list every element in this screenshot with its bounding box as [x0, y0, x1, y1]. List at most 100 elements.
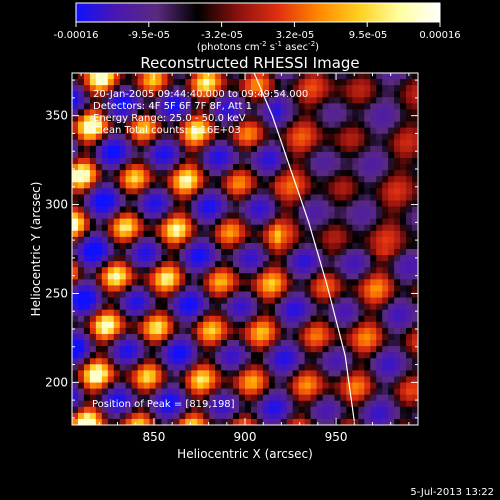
heatmap-cell: [406, 406, 413, 414]
heatmap-cell: [221, 79, 228, 86]
heatmap-cell: [221, 333, 228, 341]
heatmap-cell: [95, 406, 103, 414]
heatmap-cell: [161, 412, 169, 420]
heatmap-cell: [215, 200, 222, 208]
heatmap-cell: [203, 303, 210, 311]
heatmap-cell: [298, 109, 306, 117]
heatmap-cell: [268, 109, 276, 117]
heatmap-cell: [155, 255, 163, 262]
heatmap-cell: [352, 370, 359, 378]
heatmap-cell: [376, 340, 383, 347]
heatmap-cell: [388, 352, 395, 359]
heatmap-cell: [382, 285, 389, 293]
heatmap-cell: [131, 352, 139, 359]
heatmap-cell: [149, 176, 157, 183]
heatmap-cell: [113, 109, 121, 117]
heatmap-cell: [245, 315, 252, 323]
heatmap-cell: [262, 255, 270, 262]
heatmap-cell: [334, 418, 342, 425]
heatmap-cell: [250, 267, 258, 274]
heatmap-cell: [280, 97, 288, 104]
heatmap-cell: [250, 249, 258, 256]
heatmap-cell: [77, 382, 85, 390]
heatmap-cell: [334, 249, 342, 256]
heatmap-cell: [310, 321, 318, 329]
heatmap-cell: [388, 218, 395, 226]
heatmap-cell: [274, 388, 282, 396]
heatmap-cell: [191, 309, 198, 317]
heatmap-cell: [364, 285, 371, 293]
heatmap-cell: [322, 346, 330, 353]
heatmap-cell: [233, 115, 240, 123]
heatmap-cell: [256, 364, 264, 371]
heatmap-cell: [107, 388, 115, 396]
heatmap-cell: [328, 194, 336, 202]
heatmap-cell: [143, 79, 151, 86]
heatmap-cell: [352, 327, 359, 335]
heatmap-cell: [203, 394, 210, 402]
heatmap-cell: [95, 297, 103, 305]
heatmap-cell: [233, 309, 240, 317]
heatmap-cell: [358, 279, 365, 287]
heatmap-cell: [316, 115, 324, 123]
heatmap-cell: [346, 406, 353, 414]
heatmap-cell: [388, 297, 395, 305]
heatmap-cell: [101, 249, 109, 256]
heatmap-cell: [412, 230, 418, 238]
heatmap-cell: [322, 194, 330, 202]
heatmap-cell: [221, 376, 228, 384]
heatmap-cell: [227, 352, 234, 359]
heatmap-cell: [286, 255, 294, 262]
heatmap-cell: [215, 97, 222, 104]
heatmap-cell: [256, 79, 264, 86]
heatmap-cell: [316, 194, 324, 202]
heatmap-cell: [268, 400, 276, 408]
heatmap-cell: [125, 79, 133, 86]
heatmap-cell: [185, 370, 192, 378]
heatmap-cell: [298, 340, 306, 347]
heatmap-cell: [173, 376, 180, 384]
heatmap-cell: [274, 224, 282, 232]
heatmap-cell: [245, 267, 252, 274]
heatmap-cell: [113, 200, 121, 208]
heatmap-cell: [149, 261, 157, 268]
heatmap-cell: [406, 115, 413, 123]
heatmap-cell: [292, 242, 300, 250]
heatmap-cell: [72, 133, 79, 141]
heatmap-cell: [245, 297, 252, 305]
heatmap-cell: [101, 376, 109, 384]
heatmap-cell: [376, 133, 383, 141]
heatmap-cell: [298, 406, 306, 414]
heatmap-cell: [328, 139, 336, 147]
heatmap-cell: [256, 249, 264, 256]
heatmap-cell: [95, 267, 103, 274]
heatmap-cell: [119, 333, 127, 341]
heatmap-cell: [173, 85, 180, 92]
heatmap-cell: [107, 327, 115, 335]
heatmap-cell: [113, 406, 121, 414]
heatmap-cell: [286, 291, 294, 299]
heatmap-cell: [376, 121, 383, 129]
heatmap-cell: [400, 321, 407, 329]
heatmap-cell: [185, 194, 192, 202]
heatmap-cell: [382, 388, 389, 396]
heatmap-cell: [101, 255, 109, 262]
heatmap-cell: [268, 91, 276, 98]
heatmap-cell: [346, 103, 353, 111]
heatmap-cell: [412, 352, 418, 359]
heatmap-cell: [173, 182, 180, 189]
heatmap-cell: [256, 200, 264, 208]
heatmap-cell: [221, 236, 228, 244]
heatmap-cell: [322, 261, 330, 268]
heatmap-cell: [370, 236, 377, 244]
heatmap-cell: [215, 327, 222, 335]
heatmap-cell: [274, 115, 282, 123]
heatmap-cell: [352, 346, 359, 353]
heatmap-cell: [77, 285, 85, 293]
heatmap-cell: [233, 249, 240, 256]
heatmap-cell: [179, 164, 186, 171]
heatmap-cell: [107, 376, 115, 384]
heatmap-cell: [358, 79, 365, 86]
heatmap-cell: [256, 121, 264, 129]
heatmap-cell: [197, 261, 204, 268]
